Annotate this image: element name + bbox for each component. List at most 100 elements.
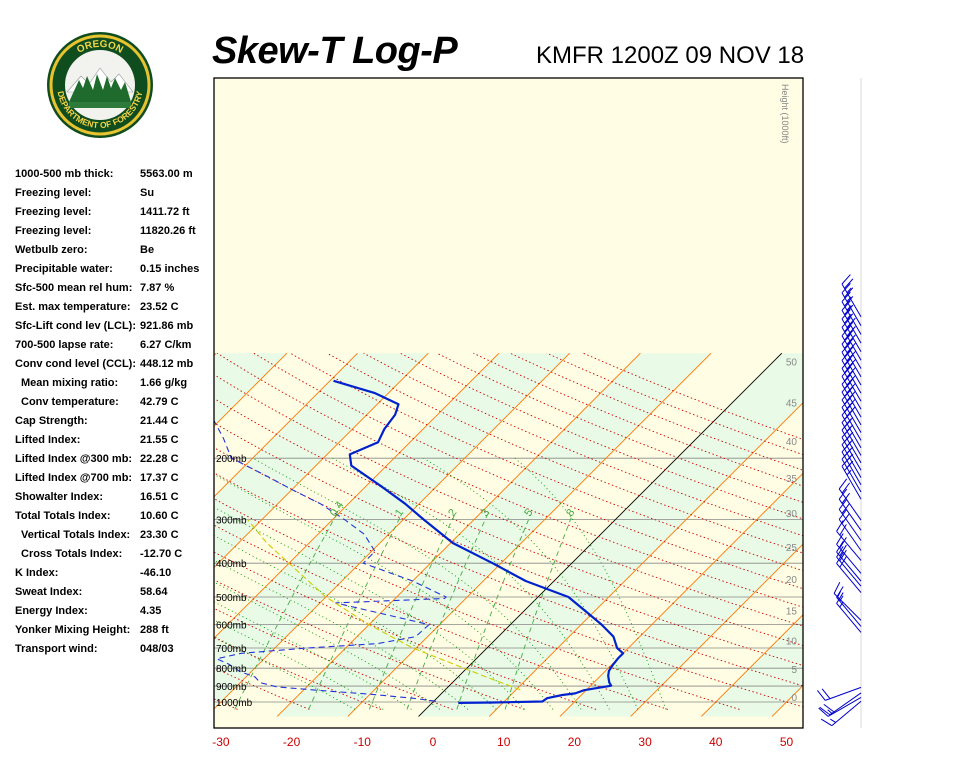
index-label: Lifted Index @700 mb:	[15, 472, 133, 484]
isotherm-line	[630, 543, 803, 717]
wind-barb-flag	[844, 346, 854, 357]
height-tick-label: 5	[791, 665, 797, 676]
index-value: Be	[140, 244, 155, 256]
isotherm-line	[488, 402, 803, 717]
wind-barb-staff	[836, 551, 862, 582]
height-tick-label: 20	[786, 575, 798, 586]
wind-barb-flag	[844, 287, 854, 298]
isotherm-line	[214, 352, 429, 569]
index-row: Cap Strength: 21.44 C	[15, 415, 215, 434]
index-value: -12.70 C	[140, 548, 183, 560]
wind-barb-flag	[841, 350, 851, 361]
height-tick-label: 40	[786, 437, 798, 448]
logo-top-text: OREGON	[75, 39, 125, 56]
index-row: Precipitable water: 0.15 inches	[15, 263, 215, 282]
wind-barb-staff	[841, 360, 862, 394]
index-value: 7.87 %	[140, 282, 175, 294]
wind-barb-staff	[838, 509, 862, 541]
mixing-ratio-line	[456, 514, 532, 710]
temperature-tick-label: 20	[568, 735, 582, 749]
temperature-tick-label: 0	[430, 735, 437, 749]
wind-barb	[841, 325, 862, 369]
index-value: 21.44 C	[140, 415, 179, 427]
wind-barb	[841, 274, 862, 318]
mixing-ratio-line	[504, 514, 573, 710]
index-value: 0.15 inches	[140, 263, 200, 275]
wind-barb-staff	[841, 283, 862, 318]
dry-adiabat	[214, 374, 803, 627]
index-row: Vertical Totals Index: 23.30 C	[15, 529, 215, 548]
wind-barb-half-flag	[837, 591, 841, 598]
index-row: Cross Totals Index: -12.70 C	[15, 548, 215, 567]
index-label: Precipitable water:	[15, 263, 113, 275]
oregon-forestry-logo: OREGON DEPARTMENT OF FORESTRY	[47, 32, 153, 138]
wind-barb-flag	[823, 703, 835, 713]
wind-barb-staff	[841, 437, 862, 471]
wind-barb-flag	[836, 592, 844, 604]
wind-barb-staff	[841, 422, 862, 456]
height-axis-label: Height (1000ft)	[780, 84, 790, 144]
index-row: Wetbulb zero: Be	[15, 244, 215, 263]
isotherm-line	[276, 352, 641, 717]
wind-barb-flag	[846, 359, 856, 370]
dry-adiabat	[214, 524, 668, 710]
wind-barb-staff	[841, 292, 862, 327]
wind-barb-flag	[841, 300, 851, 311]
wind-barb-flag	[838, 478, 848, 490]
wind-barb-staff	[838, 488, 862, 521]
index-label: Conv temperature:	[21, 396, 119, 408]
wind-barb-staff	[841, 376, 862, 410]
wind-barb-staff	[841, 429, 862, 464]
height-tick-label: 50	[786, 358, 798, 369]
index-label: Vertical Totals Index:	[21, 529, 131, 541]
wind-barb	[841, 366, 862, 410]
wind-barb-flag	[839, 549, 847, 562]
moist-adiabat	[252, 457, 582, 710]
wind-barb-flag	[846, 390, 856, 402]
index-label: 1000-500 mb thick:	[15, 168, 114, 180]
temperature-tick-label: -10	[354, 735, 372, 749]
wind-barb-half-flag	[846, 418, 852, 425]
temperature-tick-label: 30	[638, 735, 652, 749]
wind-barb-staff	[827, 696, 862, 717]
wind-barb-half-flag	[846, 462, 852, 469]
index-label: Freezing level:	[15, 206, 92, 218]
wind-barb-half-flag	[846, 469, 852, 476]
temperature-tick-label: 50	[780, 735, 794, 749]
isobar-label: 500mb	[216, 593, 247, 604]
moist-adiabat	[332, 457, 610, 710]
index-label: Transport wind:	[15, 643, 98, 655]
wind-barb	[820, 700, 862, 727]
index-row: Total Totals Index: 10.60 C	[15, 510, 215, 529]
index-value: 921.86 mb	[140, 320, 194, 332]
isobar-label: 1000mb	[216, 698, 253, 709]
index-row: Transport wind: 048/03	[15, 643, 215, 662]
temperature-tick-label: 40	[709, 735, 723, 749]
wind-barb-half-flag	[846, 296, 852, 302]
wind-barb	[841, 358, 862, 402]
wind-barb-flag	[844, 278, 854, 289]
wind-barb-half-flag	[846, 426, 852, 432]
moist-adiabat	[214, 534, 497, 710]
isobar-label: 600mb	[216, 621, 247, 632]
wind-barb-staff	[841, 327, 862, 361]
isobar-label: 700mb	[216, 644, 247, 655]
wind-barb	[817, 686, 862, 701]
wind-barb	[841, 309, 862, 352]
wind-barb-half-flag	[839, 601, 844, 608]
dry-adiabat	[326, 352, 803, 554]
isotherm-line	[701, 614, 803, 717]
wind-barb-half-flag	[846, 433, 852, 439]
temperature-profile	[333, 379, 625, 704]
wind-barb-flag	[844, 304, 854, 315]
index-row: Freezing level: Su	[15, 187, 215, 206]
index-row: Conv temperature: 42.79 C	[15, 396, 215, 415]
wind-barb-flag	[839, 537, 847, 549]
index-value: 6.27 C/km	[140, 339, 192, 351]
wind-barb-flag	[841, 342, 851, 353]
wind-barb-half-flag	[846, 440, 852, 447]
wind-barb	[841, 291, 862, 335]
dry-adiabat	[214, 422, 803, 666]
index-value: 448.12 mb	[140, 358, 194, 370]
